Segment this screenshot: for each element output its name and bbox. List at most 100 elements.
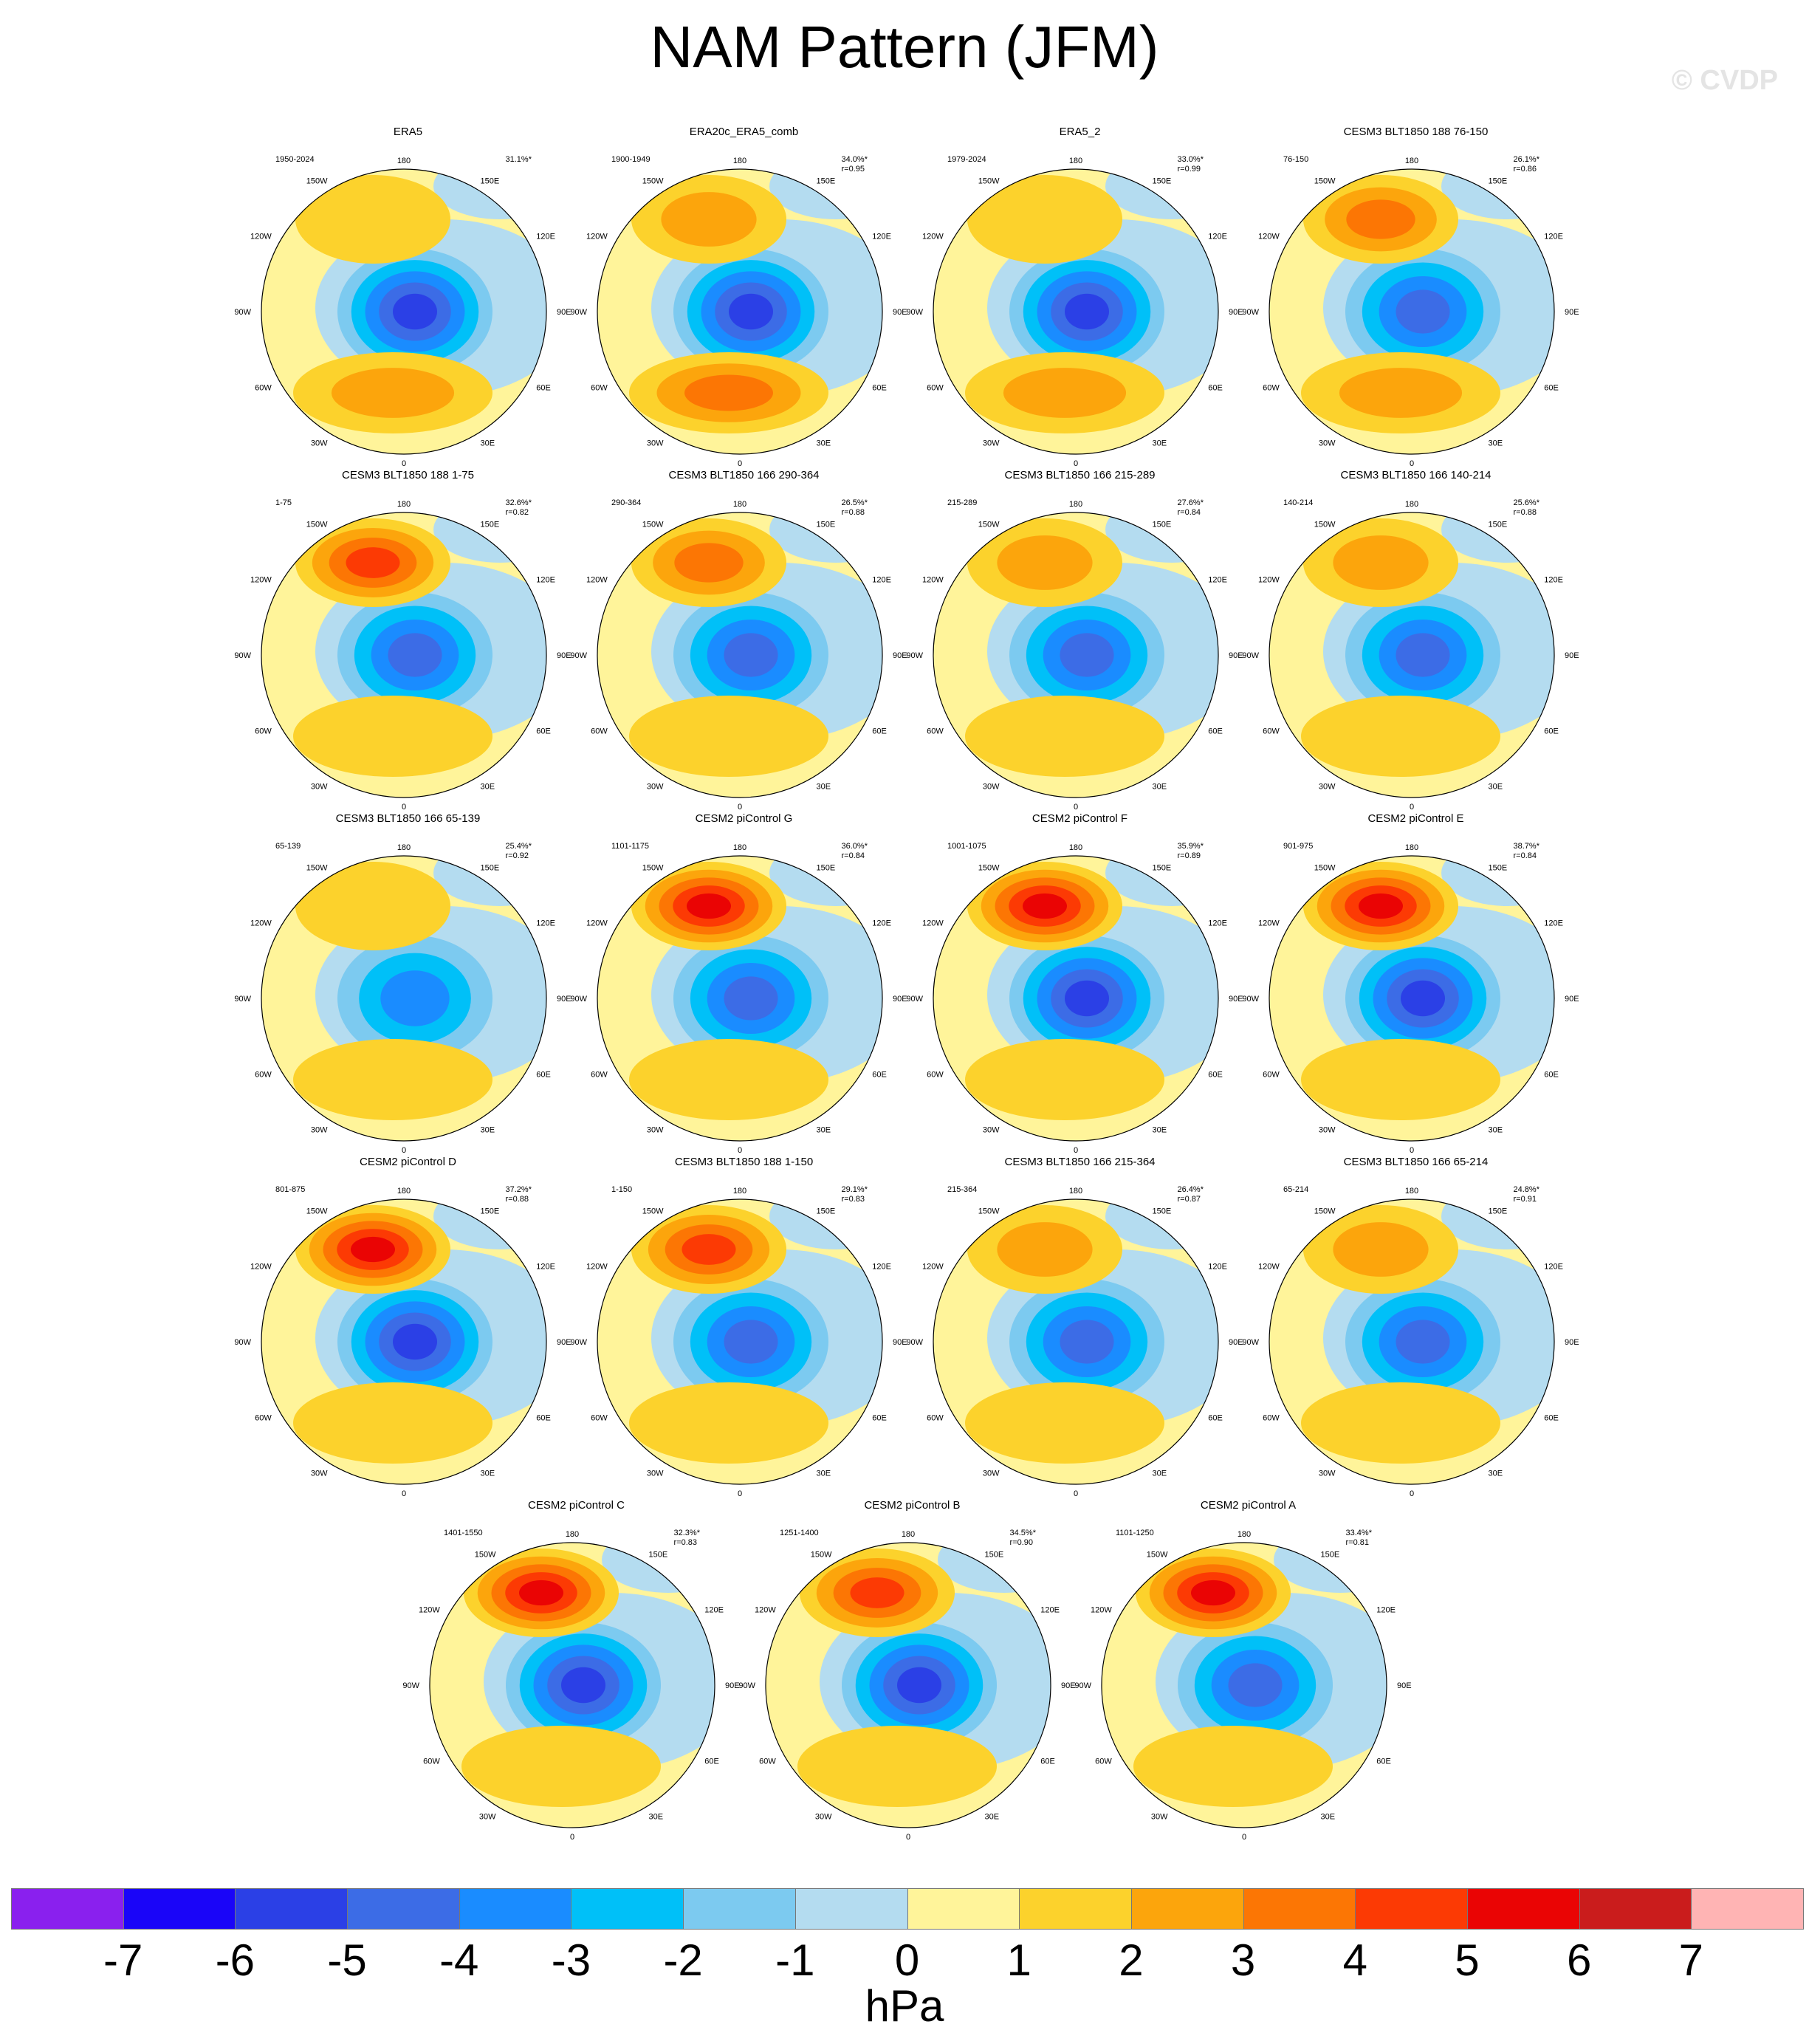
- atlantic-high-contour: [684, 374, 773, 411]
- longitude-label: 30W: [1319, 1469, 1336, 1478]
- polar-map: 180 150E 120E 90E 60E 30E 0 30W 60W 90W 120W 150W: [234, 843, 571, 1155]
- colorbar-tick-label: 5: [1455, 1935, 1480, 1985]
- map-border: [933, 512, 1219, 798]
- map-panel: 180 150E 120E 90E 60E 30E 0 30W 60W 90W 120W 150W CE…: [1242, 812, 1584, 1155]
- longitude-label: 60E: [1040, 1757, 1055, 1766]
- atlantic-high-contour: [965, 1382, 1164, 1464]
- map-panel: 180 150E 120E 90E 60E 30E 0 30W 60W 90W 120W 150W CE…: [570, 1156, 912, 1498]
- longitude-label: 120W: [586, 576, 608, 585]
- longitude-label: 90W: [906, 1338, 923, 1347]
- panel-title: CESM2 piControl D: [360, 1156, 456, 1168]
- longitude-label: 120E: [1544, 1263, 1563, 1272]
- map-border: [765, 1542, 1051, 1828]
- longitude-label: 120E: [1544, 576, 1563, 585]
- longitude-label: 30E: [1489, 783, 1503, 792]
- longitude-label: 180: [1238, 1530, 1251, 1539]
- panel-period: 215-289: [947, 498, 978, 507]
- panel-title: ERA5_2: [1059, 126, 1101, 138]
- variance-explained: 34.0%*: [841, 155, 868, 164]
- variance-explained: 26.1%*: [1513, 155, 1539, 164]
- polar-map: 180 150E 120E 90E 60E 30E 0 30W 60W 90W 120W 150W: [1074, 1530, 1412, 1842]
- longitude-label: 90E: [893, 308, 907, 317]
- longitude-label: 60W: [927, 727, 944, 736]
- longitude-label: 180: [1405, 157, 1418, 165]
- map-panel: 180 150E 120E 90E 60E 30E 0 30W 60W 90W 120W 150W ER…: [570, 126, 912, 468]
- longitude-label: 120E: [536, 576, 555, 585]
- variance-explained: 29.1%*: [841, 1185, 868, 1194]
- longitude-label: 90E: [1565, 995, 1579, 1004]
- colorbar-tick-label: -3: [551, 1935, 591, 1985]
- longitude-label: 30W: [1319, 439, 1336, 448]
- panel-title: CESM3 BLT1850 166 65-214: [1343, 1156, 1489, 1168]
- longitude-label: 150W: [642, 1207, 664, 1215]
- longitude-label: 150E: [481, 1207, 500, 1215]
- longitude-label: 90E: [1397, 1681, 1412, 1690]
- atlantic-high-contour: [293, 1382, 492, 1464]
- longitude-label: 180: [733, 157, 746, 165]
- longitude-label: 150W: [978, 520, 1000, 529]
- longitude-label: 30E: [481, 439, 495, 448]
- longitude-label: 120W: [755, 1606, 776, 1615]
- arctic-low-contour: [724, 633, 778, 677]
- pattern-correlation: r=0.84: [1513, 851, 1537, 860]
- longitude-label: 120W: [419, 1606, 440, 1615]
- longitude-label: 150W: [1314, 520, 1336, 529]
- panel-period: 1251-1400: [780, 1529, 819, 1537]
- longitude-label: 0: [1074, 1489, 1078, 1498]
- panel-stats: 29.1%* r=0.83: [842, 1185, 868, 1204]
- variance-explained: 25.6%*: [1513, 498, 1539, 507]
- longitude-label: 180: [1405, 1187, 1418, 1196]
- longitude-label: 30W: [311, 439, 328, 448]
- longitude-label: 150E: [817, 176, 836, 185]
- map-panel: 180 150E 120E 90E 60E 30E 0 30W 60W 90W 120W 150W ER…: [234, 126, 576, 468]
- longitude-label: 60W: [927, 1414, 944, 1423]
- colorbar-tick-label: 6: [1566, 1935, 1592, 1985]
- panel-period: 76-150: [1283, 155, 1309, 164]
- longitude-label: 30W: [311, 1126, 328, 1135]
- panel-period: 65-139: [275, 842, 301, 851]
- longitude-label: 150W: [1314, 1207, 1336, 1215]
- longitude-label: 60E: [872, 1414, 887, 1423]
- variance-explained: 36.0%*: [841, 842, 868, 851]
- atlantic-high-contour: [629, 696, 828, 777]
- longitude-label: 180: [1405, 843, 1418, 852]
- colorbar-swatch: [683, 1888, 796, 1930]
- longitude-label: 60W: [1263, 727, 1280, 736]
- longitude-label: 120W: [1258, 576, 1280, 585]
- chart-title: NAM Pattern (JFM): [650, 14, 1159, 80]
- colorbar-swatch: [907, 1888, 1020, 1930]
- pattern-correlation: r=0.90: [1009, 1538, 1034, 1547]
- variance-explained: 26.4%*: [1177, 1185, 1204, 1194]
- panel-title: CESM3 BLT1850 188 1-75: [342, 469, 474, 481]
- longitude-label: 120W: [250, 233, 272, 241]
- longitude-label: 90E: [557, 651, 571, 660]
- longitude-label: 90W: [1242, 651, 1259, 660]
- polar-map: 180 150E 120E 90E 60E 30E 0 30W 60W 90W 120W 150W: [234, 1187, 571, 1498]
- polar-map: 180 150E 120E 90E 60E 30E 0 30W 60W 90W 120W 150W: [234, 157, 571, 468]
- longitude-label: 120E: [704, 1606, 724, 1615]
- longitude-label: 0: [1410, 1146, 1414, 1155]
- pacific-high-contour: [295, 175, 450, 264]
- longitude-label: 30E: [1153, 439, 1167, 448]
- colorbar-swatch: [571, 1888, 684, 1930]
- map-border: [261, 512, 547, 798]
- longitude-label: 90W: [570, 1338, 587, 1347]
- panel-stats: 38.7%* r=0.84: [1514, 842, 1539, 861]
- panel-period: 1101-1175: [611, 842, 649, 851]
- longitude-label: 0: [402, 459, 406, 468]
- longitude-label: 150E: [1489, 176, 1508, 185]
- longitude-label: 150E: [481, 520, 500, 529]
- polar-map: 180 150E 120E 90E 60E 30E 0 30W 60W 90W 120W 150W: [906, 1187, 1243, 1498]
- panel-title: ERA5: [393, 126, 423, 138]
- polar-map: 180 150E 120E 90E 60E 30E 0 30W 60W 90W 120W 150W: [1242, 1187, 1579, 1498]
- polar-map: 180 150E 120E 90E 60E 30E 0 30W 60W 90W 120W 150W: [570, 1187, 907, 1498]
- polar-map: 180 150E 120E 90E 60E 30E 0 30W 60W 90W 120W 150W: [906, 843, 1243, 1155]
- panel-stats: 25.4%* r=0.92: [506, 842, 532, 861]
- longitude-label: 150E: [1153, 520, 1172, 529]
- longitude-label: 120W: [1258, 233, 1280, 241]
- pacific-high-contour: [1359, 893, 1403, 919]
- arctic-low-contour: [393, 1323, 437, 1360]
- longitude-label: 30E: [817, 1469, 831, 1478]
- longitude-label: 90W: [1242, 308, 1259, 317]
- colorbar-swatch: [1466, 1888, 1580, 1930]
